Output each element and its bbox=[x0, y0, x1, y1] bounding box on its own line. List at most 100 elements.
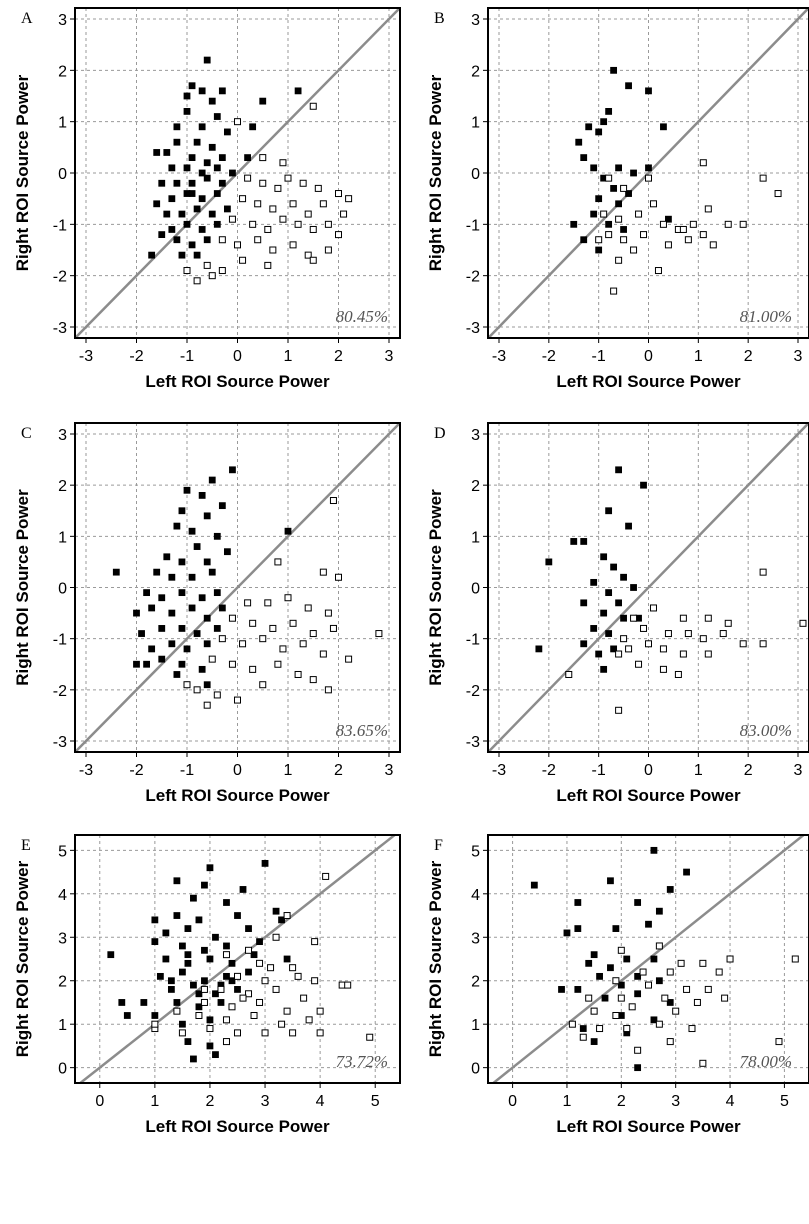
filled-square-marker bbox=[590, 210, 598, 218]
open-square-marker bbox=[239, 195, 247, 203]
open-square-marker bbox=[289, 964, 297, 972]
open-square-marker bbox=[595, 236, 603, 244]
open-square-marker bbox=[617, 946, 625, 954]
filled-square-marker bbox=[228, 959, 236, 967]
filled-square-marker bbox=[168, 573, 176, 581]
x-tick-label: 4 bbox=[316, 1093, 325, 1110]
open-square-marker bbox=[635, 210, 643, 218]
filled-square-marker bbox=[188, 82, 196, 90]
y-tick-label: 4 bbox=[471, 887, 480, 904]
filled-square-marker bbox=[605, 220, 613, 228]
filled-square-marker bbox=[574, 899, 582, 906]
filled-square-marker bbox=[217, 999, 225, 1006]
open-square-marker bbox=[345, 195, 353, 203]
open-square-marker bbox=[195, 1012, 203, 1019]
filled-square-marker bbox=[163, 210, 171, 218]
filled-square-marker bbox=[645, 920, 652, 928]
filled-square-marker bbox=[213, 625, 221, 632]
open-square-marker bbox=[259, 681, 267, 689]
filled-square-marker bbox=[173, 912, 181, 919]
filled-square-marker bbox=[143, 660, 151, 668]
filled-square-marker bbox=[575, 138, 583, 146]
accuracy-annotation: 73.72% bbox=[336, 1052, 388, 1071]
y-tick-label: 1 bbox=[471, 115, 480, 132]
filled-square-marker bbox=[206, 1016, 214, 1024]
scatter-panel-e: 0 1 2 3 4 5 0 1 2 3 4 5 E Left ROI Source Power Right … bbox=[13, 834, 401, 1136]
filled-square-marker bbox=[201, 946, 208, 954]
open-square-marker bbox=[689, 220, 697, 228]
open-square-marker bbox=[228, 660, 236, 668]
y-tick-label: 3 bbox=[58, 427, 67, 444]
filled-square-marker bbox=[595, 128, 603, 136]
open-square-marker bbox=[322, 872, 330, 880]
filled-square-marker bbox=[212, 1051, 219, 1059]
open-square-marker bbox=[289, 200, 297, 208]
open-square-marker bbox=[612, 977, 620, 985]
filled-square-marker bbox=[173, 999, 181, 1006]
filled-square-marker bbox=[188, 527, 196, 535]
open-square-marker bbox=[683, 985, 691, 993]
open-square-marker bbox=[249, 619, 257, 627]
open-square-marker bbox=[664, 241, 672, 249]
filled-square-marker bbox=[625, 82, 632, 90]
open-square-marker bbox=[659, 645, 667, 653]
x-tick-label: 0 bbox=[233, 348, 242, 365]
filled-square-marker bbox=[250, 951, 258, 959]
open-square-marker bbox=[203, 261, 211, 269]
y-tick-label: 1 bbox=[471, 1017, 480, 1034]
open-square-marker bbox=[309, 256, 317, 264]
open-square-marker bbox=[200, 985, 208, 993]
filled-square-marker bbox=[198, 491, 206, 499]
y-tick-label: -1 bbox=[53, 632, 67, 649]
filled-square-marker bbox=[183, 92, 191, 100]
filled-square-marker bbox=[203, 640, 211, 648]
filled-square-marker bbox=[193, 138, 201, 146]
filled-square-marker bbox=[218, 604, 226, 612]
filled-square-marker bbox=[148, 645, 156, 653]
open-square-marker bbox=[299, 640, 307, 648]
filled-square-marker bbox=[203, 512, 211, 520]
filled-square-marker bbox=[218, 87, 226, 95]
open-square-marker bbox=[699, 635, 707, 643]
filled-square-marker bbox=[278, 916, 285, 924]
filled-square-marker bbox=[580, 640, 588, 648]
filled-square-marker bbox=[261, 859, 269, 867]
filled-square-marker bbox=[660, 123, 667, 131]
open-square-marker bbox=[654, 267, 662, 275]
filled-square-marker bbox=[140, 999, 148, 1006]
panel-letter: E bbox=[21, 837, 31, 854]
filled-square-marker bbox=[223, 128, 231, 136]
open-square-marker bbox=[279, 159, 287, 167]
open-square-marker bbox=[319, 200, 327, 208]
filled-square-marker bbox=[158, 625, 166, 632]
filled-square-marker bbox=[600, 609, 608, 617]
filled-square-marker bbox=[570, 538, 578, 545]
y-tick-label: 1 bbox=[58, 1017, 67, 1034]
filled-square-marker bbox=[249, 123, 257, 131]
y-tick-label: 0 bbox=[471, 1061, 480, 1078]
open-square-marker bbox=[289, 1029, 297, 1037]
filled-square-marker bbox=[218, 502, 226, 510]
filled-square-marker bbox=[213, 532, 221, 540]
open-square-marker bbox=[759, 568, 767, 576]
filled-square-marker bbox=[206, 1042, 214, 1050]
open-square-marker bbox=[704, 650, 712, 658]
open-square-marker bbox=[294, 670, 302, 678]
filled-square-marker bbox=[123, 1012, 131, 1019]
open-square-marker bbox=[267, 964, 275, 972]
filled-square-marker bbox=[198, 123, 206, 131]
scatter-panel-d: -3 -2 -1 0 1 2 3 -3 -2 -1 0 1 2 3 D Left ROI Source Pow… bbox=[426, 422, 809, 805]
open-square-marker bbox=[311, 977, 319, 985]
open-square-marker bbox=[704, 614, 712, 622]
filled-square-marker bbox=[585, 959, 593, 967]
open-square-marker bbox=[217, 985, 225, 993]
filled-square-marker bbox=[203, 56, 211, 64]
open-square-marker bbox=[311, 938, 319, 946]
y-tick-label: 5 bbox=[58, 843, 67, 860]
open-square-marker bbox=[666, 968, 674, 976]
x-tick-label: 5 bbox=[780, 1093, 789, 1110]
panel-letter: D bbox=[434, 425, 446, 442]
open-square-marker bbox=[304, 604, 312, 612]
filled-square-marker bbox=[208, 143, 216, 151]
open-square-marker bbox=[259, 635, 267, 643]
